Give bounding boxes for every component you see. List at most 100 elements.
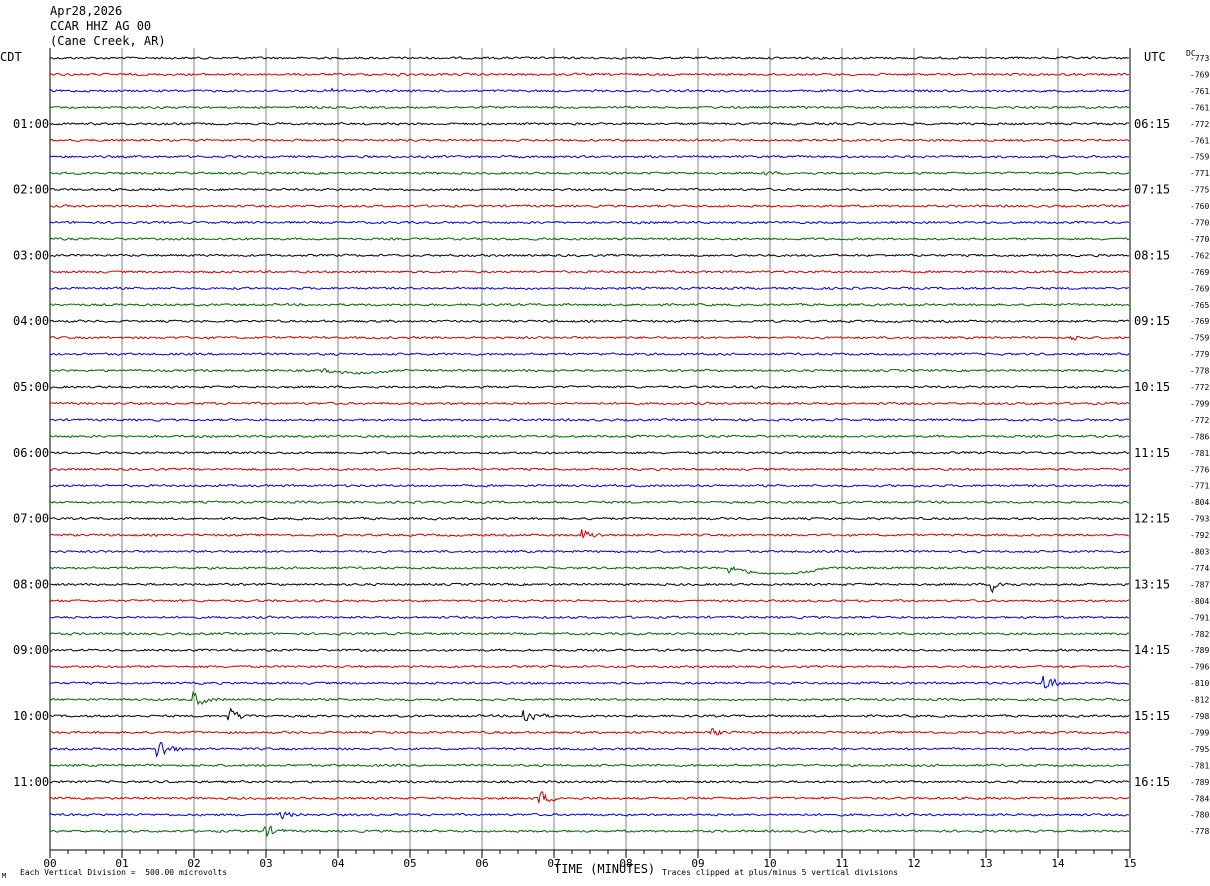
trace-line	[49, 811, 1130, 820]
trace-line	[49, 385, 1130, 389]
x-tick-label: 02	[187, 857, 200, 870]
dc-offset-label: -759	[1190, 334, 1209, 343]
dc-offset-label: -761	[1190, 103, 1209, 112]
trace-line	[49, 72, 1130, 77]
trace-line	[49, 664, 1130, 669]
trace-line	[49, 204, 1130, 208]
dc-offset-label: -782	[1190, 630, 1209, 639]
x-tick-label: 13	[979, 857, 992, 870]
dc-offset-label: -769	[1190, 70, 1209, 79]
trace-line	[49, 253, 1130, 258]
x-tick-label: 15	[1123, 857, 1136, 870]
x-tick-label: 03	[259, 857, 272, 870]
right-hour-label: 07:15	[1134, 183, 1170, 197]
trace-line	[49, 105, 1130, 110]
trace-line	[49, 648, 1130, 652]
station-location: (Cane Creek, AR)	[50, 34, 166, 48]
trace-line	[49, 335, 1130, 341]
trace-line	[49, 791, 1130, 804]
vertical-scale-note: Each Vertical Division = 500.00 microvol…	[20, 868, 228, 877]
dc-offset-label: -769	[1190, 317, 1209, 326]
dc-offset-label: -761	[1190, 136, 1209, 145]
trace-line	[49, 237, 1130, 241]
left-hour-label: 02:00	[13, 183, 49, 197]
trace-line	[49, 122, 1130, 126]
trace-line	[49, 599, 1130, 603]
right-hour-label: 11:15	[1134, 446, 1170, 460]
dc-offset-label: -799	[1190, 728, 1209, 737]
trace-line	[49, 302, 1130, 307]
dc-offset-label: -765	[1190, 301, 1209, 310]
dc-label: DC	[1186, 49, 1196, 58]
trace-line	[49, 138, 1130, 143]
left-timezone-label: CDT	[0, 50, 22, 64]
x-tick-label: 08	[619, 857, 632, 870]
dc-offset-label: -771	[1190, 169, 1209, 178]
x-tick-label: 06	[475, 857, 488, 870]
corner-mark: M	[2, 872, 7, 880]
dc-offset-label: -771	[1190, 482, 1209, 491]
trace-line	[49, 675, 1130, 689]
dc-offset-label: -770	[1190, 235, 1209, 244]
dc-offset-label: -769	[1190, 284, 1209, 293]
left-hour-label: 09:00	[13, 643, 49, 657]
left-hour-label: 07:00	[13, 512, 49, 526]
dc-offset-label: -776	[1190, 465, 1209, 474]
trace-line	[49, 763, 1130, 768]
x-tick-label: 10	[763, 857, 776, 870]
trace-line	[49, 529, 1130, 540]
x-tick-label: 11	[835, 857, 848, 870]
dc-offset-label: -786	[1190, 432, 1209, 441]
left-hour-label: 10:00	[13, 709, 49, 723]
dc-offset-label: -781	[1190, 449, 1209, 458]
dc-offset-label: -779	[1190, 350, 1209, 359]
dc-offset-label: -791	[1190, 613, 1209, 622]
dc-offset-label: -760	[1190, 202, 1209, 211]
left-hour-label: 03:00	[13, 248, 49, 262]
right-hour-label: 10:15	[1134, 380, 1170, 394]
trace-line	[49, 565, 1130, 575]
dc-offset-label: -804	[1190, 498, 1209, 507]
dc-offset-label: -775	[1190, 186, 1209, 195]
trace-line	[49, 418, 1130, 422]
trace-line	[49, 352, 1130, 356]
plot-date: Apr28,2026	[50, 4, 123, 18]
trace-line	[49, 742, 1130, 758]
x-axis-title: TIME (MINUTES)	[554, 862, 656, 876]
x-tick-label: 09	[691, 857, 704, 870]
trace-line	[49, 707, 1130, 722]
left-hour-label: 04:00	[13, 314, 49, 328]
dc-offset-label: -761	[1190, 87, 1209, 96]
dc-offset-label: -798	[1190, 712, 1209, 721]
trace-line	[49, 549, 1130, 554]
dc-offset-label: -810	[1190, 679, 1209, 688]
left-hour-label: 05:00	[13, 380, 49, 394]
x-tick-label: 00	[43, 857, 56, 870]
dc-offset-label: -787	[1190, 580, 1209, 589]
dc-offset-label: -773	[1190, 54, 1209, 63]
trace-line	[49, 516, 1130, 521]
dc-offset-label: -793	[1190, 515, 1209, 524]
trace-line	[49, 467, 1130, 472]
dc-offset-label: -769	[1190, 268, 1209, 277]
dc-offset-label: -803	[1190, 548, 1209, 557]
dc-offset-label: -772	[1190, 416, 1209, 425]
dc-offset-label: -762	[1190, 251, 1209, 260]
right-hour-label: 06:15	[1134, 117, 1170, 131]
dc-offset-label: -795	[1190, 745, 1209, 754]
x-tick-label: 14	[1051, 857, 1065, 870]
dc-offset-label: -804	[1190, 597, 1209, 606]
dc-offset-label: -792	[1190, 531, 1209, 540]
clip-note: Traces clipped at plus/minus 5 vertical …	[662, 868, 899, 877]
dc-offset-label: -770	[1190, 219, 1209, 228]
dc-offset-label: -772	[1190, 383, 1209, 392]
x-tick-label: 07	[547, 857, 560, 870]
trace-line	[50, 270, 1130, 274]
right-hour-label: 09:15	[1134, 314, 1170, 328]
left-hour-label: 08:00	[13, 577, 49, 591]
dc-offset-label: -781	[1190, 761, 1209, 770]
dc-offset-label: -759	[1190, 153, 1209, 162]
x-tick-label: 04	[331, 857, 345, 870]
trace-line	[49, 780, 1130, 784]
